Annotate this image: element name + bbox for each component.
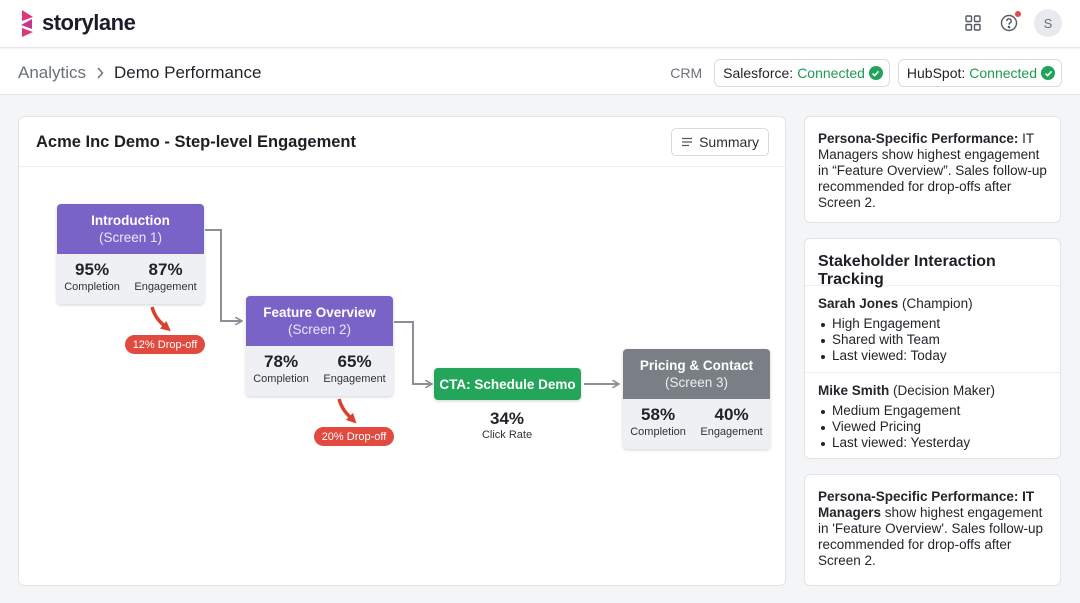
step-title: Feature Overview <box>263 305 376 320</box>
engagement-stat: 40% Engagement <box>700 405 762 439</box>
engagement-stat: 65% Engagement <box>323 352 385 386</box>
dropoff-arrow-2 <box>337 398 357 424</box>
engagement-stat: 87% Engagement <box>134 260 196 294</box>
engagement-value: 65% <box>337 352 372 371</box>
breadcrumb: Analytics Demo Performance <box>18 63 261 83</box>
list-item: Last viewed: Today <box>820 348 1047 364</box>
stakeholder-name: Sarah Jones (Champion) <box>818 295 1047 313</box>
crm-name: Salesforce: <box>723 65 794 81</box>
step-title: Pricing & Contact <box>639 358 754 373</box>
step-stats: 95% Completion 87% Engagement <box>57 254 204 294</box>
step-subtitle: (Screen 1) <box>98 230 163 245</box>
list-icon <box>682 137 693 147</box>
dropoff-badge-2: 20% Drop-off <box>314 427 394 446</box>
engagement-label: Engagement <box>323 373 386 385</box>
list-item: Shared with Team <box>820 332 1047 348</box>
list-item: Last viewed: Yesterday <box>820 435 1047 451</box>
step-stats: 58% Completion 40% Engagement <box>623 399 770 439</box>
stakeholder-tracking-card: Stakeholder Interaction Tracking Sarah J… <box>804 238 1061 459</box>
storylane-logo-icon <box>21 10 33 37</box>
salesforce-connection[interactable]: Salesforce: Connected <box>714 59 890 87</box>
click-rate-label: Click Rate <box>481 429 533 441</box>
breadcrumb-analytics[interactable]: Analytics <box>18 63 87 82</box>
app-name: storylane <box>42 10 136 35</box>
completion-value: 95% <box>75 260 110 279</box>
panel-header: Acme Inc Demo - Step-level Engagement Su… <box>19 117 785 167</box>
engagement-panel: Acme Inc Demo - Step-level Engagement Su… <box>18 116 786 586</box>
completion-value: 58% <box>641 405 676 424</box>
stakeholder-name: Mike Smith (Decision Maker) <box>818 382 1047 400</box>
stakeholder-role: (Champion) <box>898 296 973 311</box>
completion-stat: 58% Completion <box>630 405 686 439</box>
flow-connectors <box>150 229 785 424</box>
persona-performance-card: Persona-Specific Performance: IT Manager… <box>804 116 1061 223</box>
dropoff-badge-1: 12% Drop-off <box>125 335 205 354</box>
step-subtitle: (Screen 2) <box>287 322 352 337</box>
completion-stat: 78% Completion <box>253 352 309 386</box>
apps-grid-icon[interactable] <box>962 12 984 34</box>
user-avatar[interactable]: S <box>1034 9 1062 37</box>
stakeholder-details: Medium Engagement Viewed Pricing Last vi… <box>818 403 1047 451</box>
crm-name: HubSpot: <box>906 65 966 81</box>
click-rate-value: 34% <box>489 409 525 428</box>
flow-step-pricing-contact[interactable]: Pricing & Contact (Screen 3) 58% Complet… <box>623 349 770 449</box>
chevron-right-icon <box>97 67 104 79</box>
dropoff-arrow-1 <box>150 306 171 332</box>
cta-schedule-demo[interactable]: CTA: Schedule Demo <box>434 368 581 400</box>
app-logo[interactable]: storylane <box>18 8 136 38</box>
top-actions: S <box>962 9 1062 37</box>
summary-button[interactable]: Summary <box>671 128 769 156</box>
list-item: High Engagement <box>820 316 1047 332</box>
engagement-flow: Introduction (Screen 1) 95% Completion 8… <box>19 168 785 585</box>
list-item: Viewed Pricing <box>820 419 1047 435</box>
completion-stat: 95% Completion <box>64 260 120 294</box>
stakeholder-item[interactable]: Sarah Jones (Champion) High Engagement S… <box>805 286 1060 372</box>
crm-label: CRM <box>670 65 703 81</box>
page-title: Demo Performance <box>114 63 262 82</box>
persona-heading: Persona-Specific Performance: <box>818 131 1019 146</box>
check-circle-icon <box>868 66 883 80</box>
breadcrumb-bar: Analytics Demo Performance CRM Salesforc… <box>0 49 1080 95</box>
panel-title: Acme Inc Demo - Step-level Engagement <box>36 133 357 151</box>
flow-step-introduction[interactable]: Introduction (Screen 1) 95% Completion 8… <box>57 204 204 304</box>
engagement-label: Engagement <box>134 281 197 293</box>
engagement-value: 40% <box>714 405 749 424</box>
step-header: Feature Overview (Screen 2) <box>246 296 393 346</box>
list-item: Medium Engagement <box>820 403 1047 419</box>
persona-text: IT Managers show highest engagement in “… <box>818 131 1047 210</box>
persona-text: show highest engagement in 'Feature Over… <box>818 505 1043 568</box>
stakeholder-person: Sarah Jones <box>818 296 899 311</box>
stakeholder-role: (Decision Maker) <box>889 383 996 398</box>
engagement-value: 87% <box>148 260 183 279</box>
completion-label: Completion <box>253 373 309 385</box>
summary-label: Summary <box>699 134 759 150</box>
step-header: Introduction (Screen 1) <box>57 204 204 254</box>
persona-performance-card-2: Persona-Specific Performance: IT Manager… <box>804 474 1061 586</box>
crm-status: CRM Salesforce: Connected HubSpot: Conne… <box>670 59 1062 87</box>
completion-label: Completion <box>630 426 686 438</box>
connector-1-2 <box>205 229 241 321</box>
engagement-label: Engagement <box>700 426 763 438</box>
check-circle-icon <box>1041 66 1055 80</box>
completion-value: 78% <box>264 352 299 371</box>
persona-heading: Persona-Specific Performance: IT Manager… <box>818 489 1035 520</box>
notification-dot <box>1015 11 1021 17</box>
connector-2-cta <box>394 321 431 384</box>
crm-status-text: Connected <box>797 65 865 81</box>
stakeholder-title: Stakeholder Interaction Tracking <box>805 239 1060 288</box>
step-stats: 78% Completion 65% Engagement <box>246 346 393 386</box>
help-icon[interactable] <box>998 11 1021 34</box>
step-subtitle: (Screen 3) <box>664 375 729 390</box>
stakeholder-person: Mike Smith <box>818 383 890 398</box>
step-title: Introduction <box>91 213 170 228</box>
stakeholder-item[interactable]: Mike Smith (Decision Maker) Medium Engag… <box>805 372 1060 459</box>
flow-step-feature-overview[interactable]: Feature Overview (Screen 2) 78% Completi… <box>246 296 393 396</box>
hubspot-connection[interactable]: HubSpot: Connected <box>897 59 1062 87</box>
top-bar: storylane S <box>0 0 1080 48</box>
stakeholder-details: High Engagement Shared with Team Last vi… <box>818 316 1047 364</box>
cta-click-rate: 34% Click Rate <box>467 408 547 441</box>
crm-status-text: Connected <box>969 65 1037 81</box>
completion-label: Completion <box>64 281 120 293</box>
step-header: Pricing & Contact (Screen 3) <box>623 349 770 399</box>
